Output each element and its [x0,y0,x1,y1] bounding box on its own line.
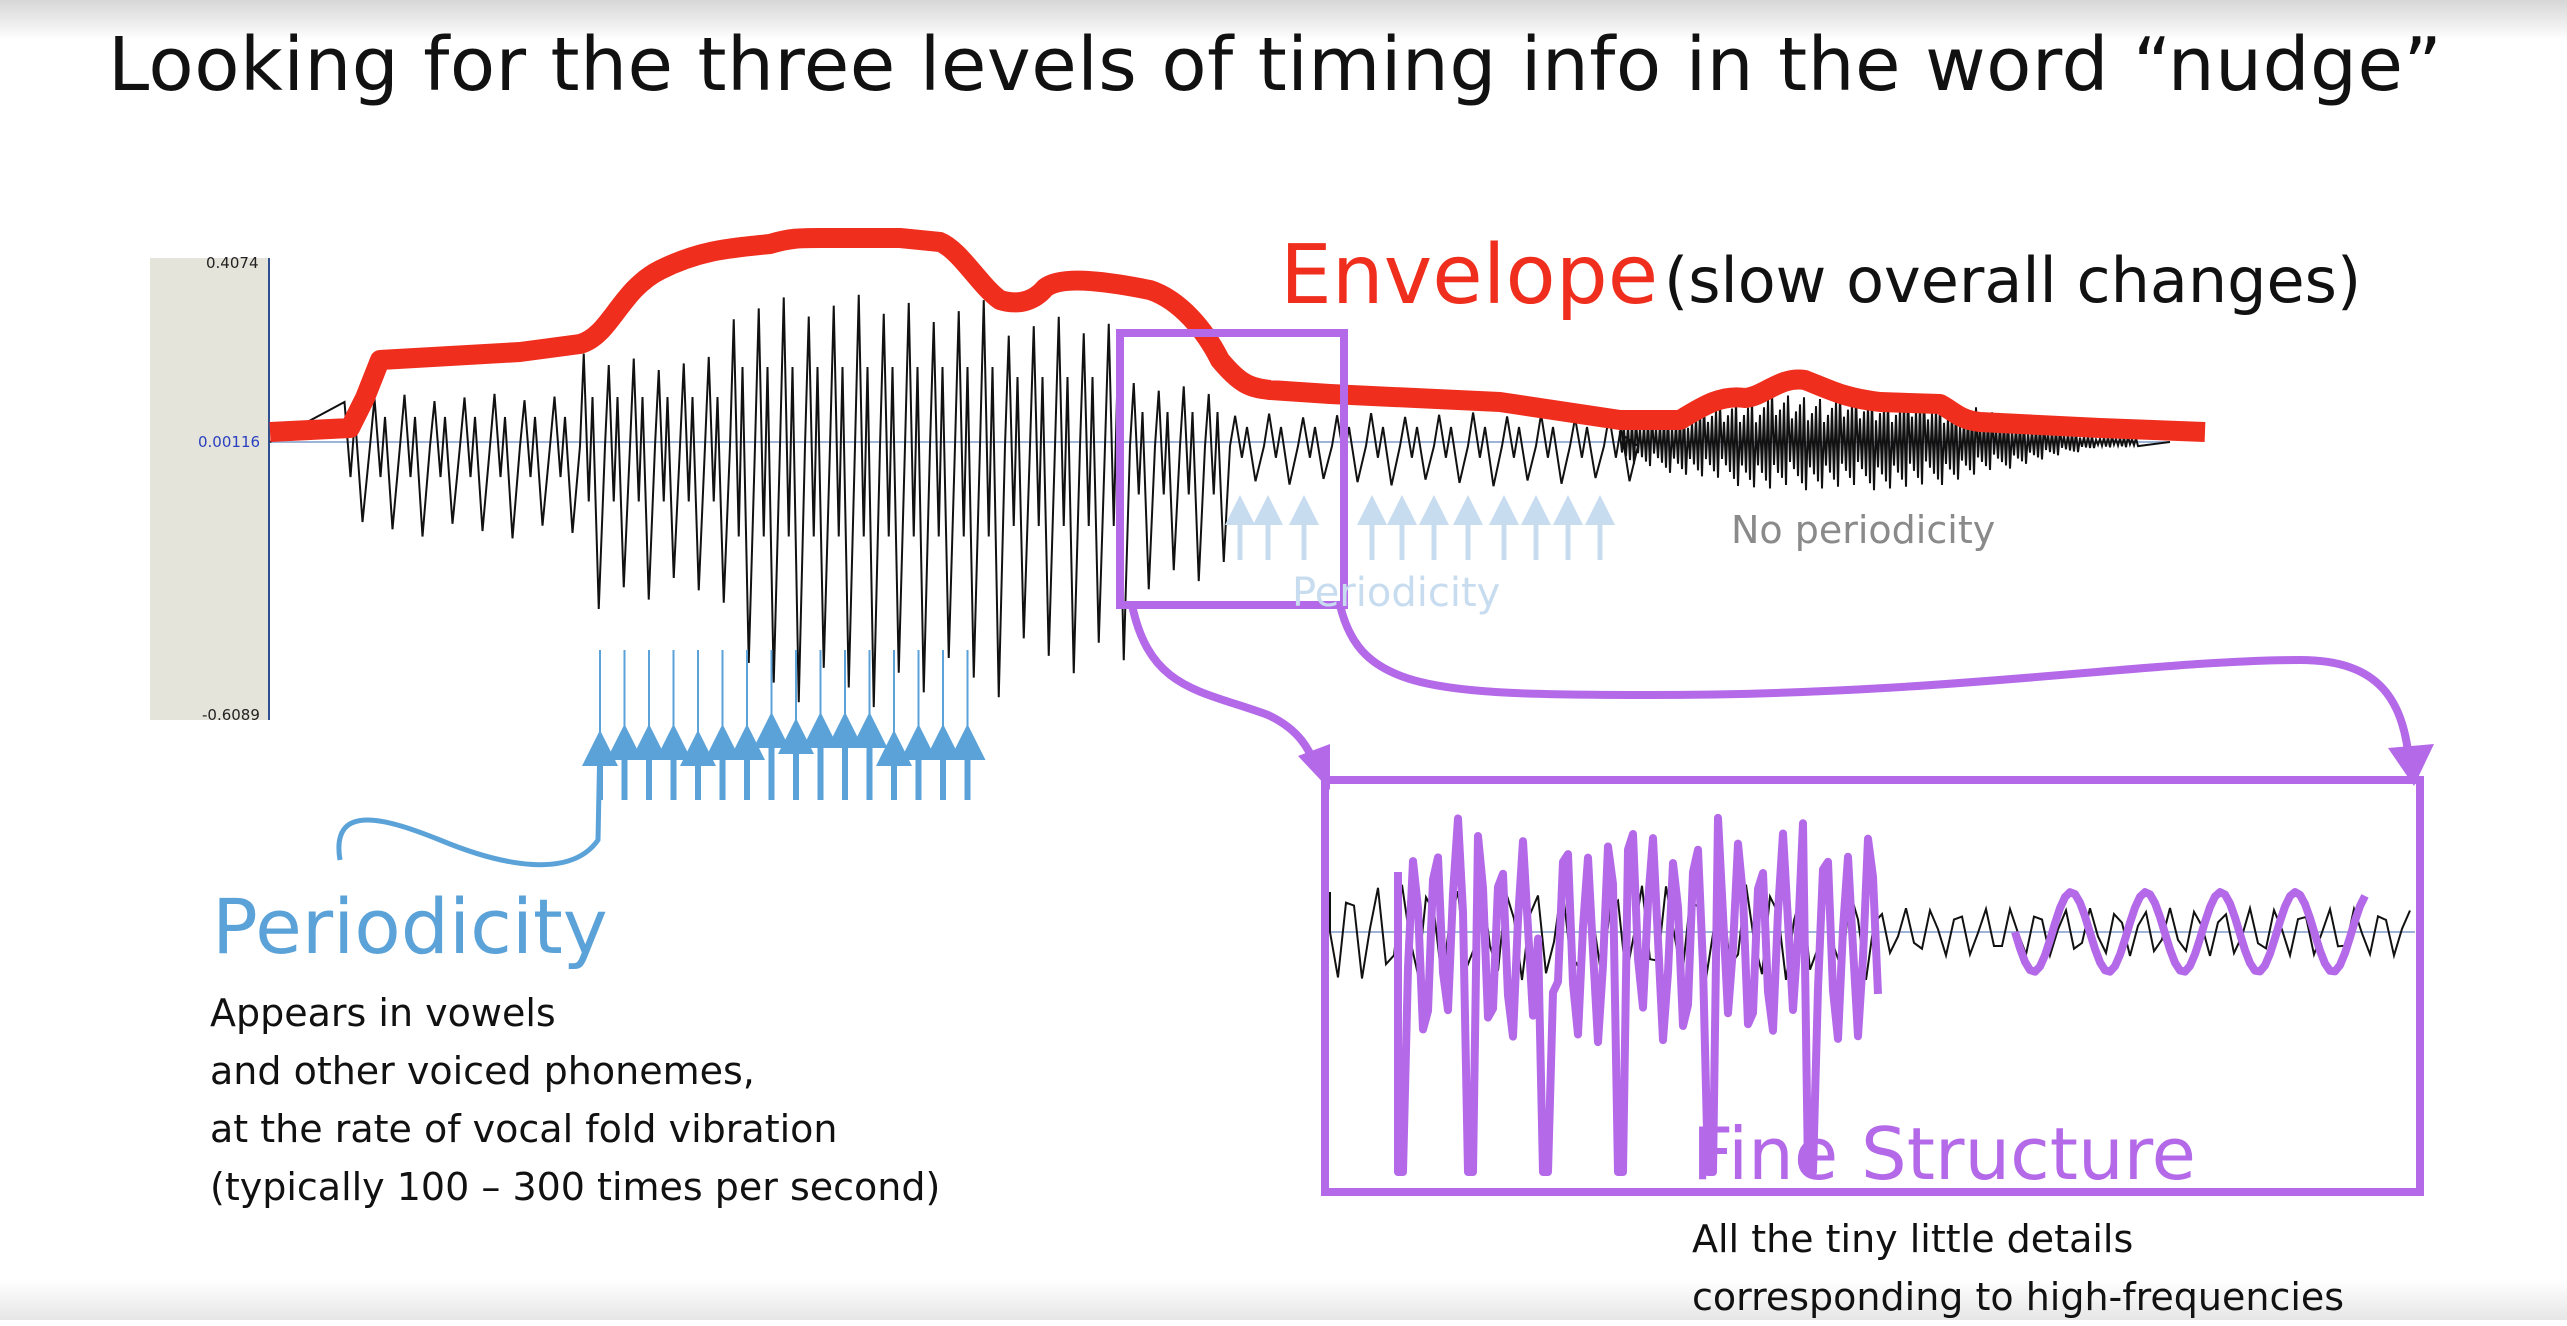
periodicity-title: Periodicity [212,882,608,971]
y-min-label: -0.6089 [202,706,260,724]
fine-structure-description: All the tiny little details correspondin… [1692,1210,2344,1326]
periodicity-line: at the rate of vocal fold vibration [210,1107,838,1151]
envelope-title: Envelope [1280,228,1659,323]
periodicity-line: Appears in vowels [210,991,556,1035]
waveform-axis-panel [150,258,268,720]
waveform-axis-line [268,258,270,720]
fine-structure-arrow-left-head [1298,744,1330,790]
periodicity-arrows-faint [1225,495,1615,560]
periodicity-arrows [582,650,986,800]
fine-structure-arrow-right [1336,604,2414,771]
periodicity-line: and other voiced phonemes, [210,1049,755,1093]
periodicity-connector [336,739,603,868]
fine-structure-line: corresponding to high-frequencies [1692,1275,2345,1319]
fine-structure-waveform [1394,813,2369,1176]
periodicity-faint-label: Periodicity [1292,570,1501,616]
fine-structure-selection-box [1116,329,1348,609]
fine-structure-line: All the tiny little details [1692,1217,2134,1261]
no-periodicity-label: No periodicity [1731,508,1996,552]
fine-structure-arrow-right-head [2388,744,2434,786]
fine-structure-title: Fine Structure [1692,1112,2196,1196]
periodicity-line: (typically 100 – 300 times per second) [210,1165,941,1209]
y-max-label: 0.4074 [206,254,259,272]
y-zero-label: 0.00116 [198,433,261,451]
periodicity-description: Appears in vowels and other voiced phone… [210,984,940,1216]
envelope-subtitle: (slow overall changes) [1664,244,2362,317]
fine-structure-arrow-left [1128,604,1322,774]
slide-title: Looking for the three levels of timing i… [108,22,2443,108]
envelope-curve [269,228,2206,442]
